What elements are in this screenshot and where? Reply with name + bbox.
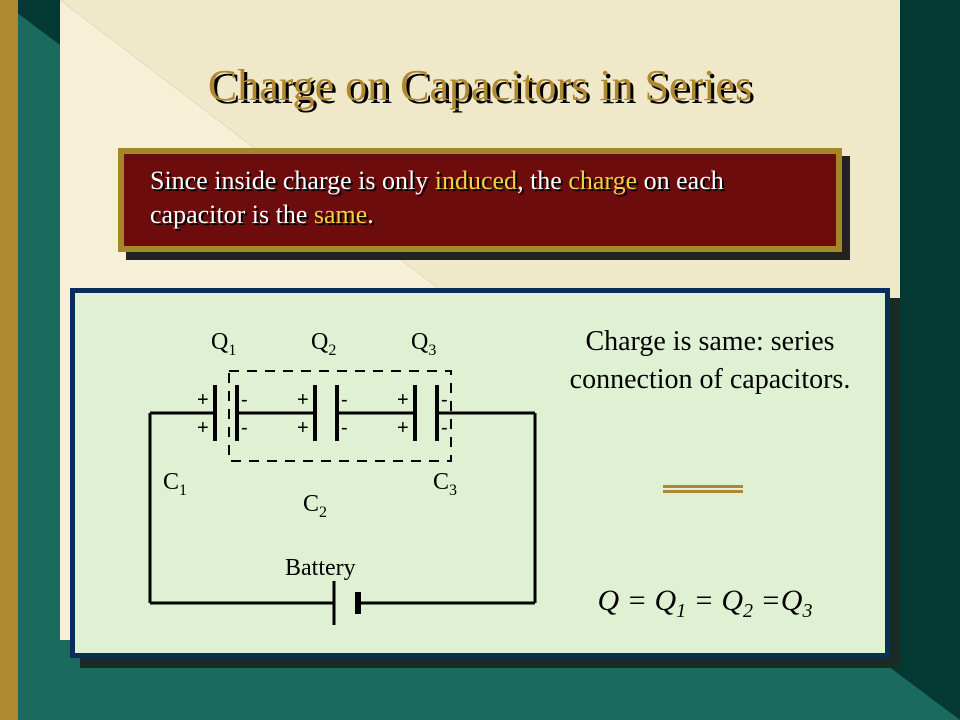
c-label-1: C1: [163, 469, 187, 500]
minus-bot-2: -: [341, 417, 348, 440]
minus-bot-3: -: [441, 417, 448, 440]
plus-bot-1: +: [197, 417, 209, 440]
plus-top-3: +: [397, 389, 409, 412]
equation: Q = Q1 = Q2 =Q3: [545, 584, 865, 623]
banner-text: Since inside charge is only induced, the…: [118, 148, 842, 252]
q-label-1: Q1: [211, 329, 236, 360]
title-text: Charge on Capacitors in Series: [60, 60, 900, 111]
minus-top-2: -: [341, 389, 348, 412]
side-accent-bar: [0, 0, 18, 720]
circuit-diagram: Q1 Q2 Q3 C1 C2 C3 + - + - + - + - + - + - Battery: [95, 303, 555, 643]
plus-bot-2: +: [297, 417, 309, 440]
diagram-box: Charge is same: series connection of cap…: [70, 288, 890, 658]
plus-top-1: +: [197, 389, 209, 412]
battery-label: Battery: [285, 555, 356, 582]
c-label-3: C3: [433, 469, 457, 500]
plus-bot-3: +: [397, 417, 409, 440]
summary-text: Charge is same: series connection of cap…: [545, 323, 875, 399]
page-title: Charge on Capacitors in Series Charge on…: [60, 60, 900, 111]
minus-top-3: -: [441, 389, 448, 412]
c-label-2: C2: [303, 491, 327, 522]
diagram-panel: Charge is same: series connection of cap…: [70, 288, 890, 658]
minus-bot-1: -: [241, 417, 248, 440]
q-label-3: Q3: [411, 329, 436, 360]
minus-top-1: -: [241, 389, 248, 412]
plus-top-2: +: [297, 389, 309, 412]
q-label-2: Q2: [311, 329, 336, 360]
underline-decoration: [663, 485, 743, 493]
explanation-banner: Since inside charge is only induced, the…: [118, 148, 842, 252]
